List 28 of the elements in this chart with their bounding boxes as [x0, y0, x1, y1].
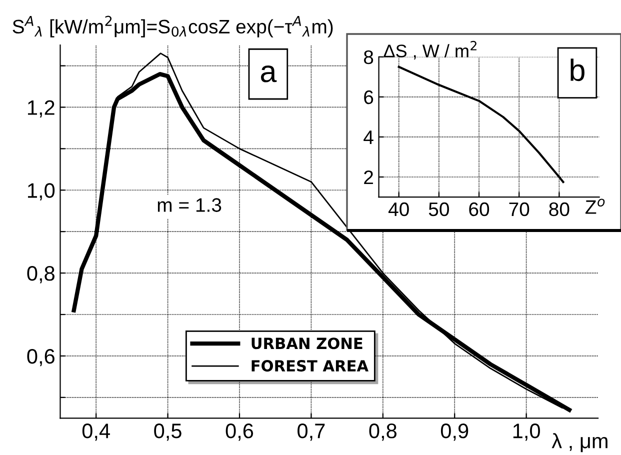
annotation: m = 1.3 [158, 198, 222, 212]
y-tick-label: 6 [364, 90, 374, 104]
x-tick-label: 0,7 [298, 424, 325, 441]
x-tick-label: 50 [428, 202, 449, 216]
text: S$^{A}$$_{λ}$ [kW/m$^{2}$μm]=S$_{0λ}$cosZ exp(−τ$^{A}$$_{λ}$m) [12, 16, 333, 38]
y-tick-label: 0,8 [27, 266, 54, 284]
x-tick-label: 60 [469, 202, 490, 216]
x-axis-title: Z$^{o}$ [585, 198, 605, 214]
y-tick-label: 0,6 [27, 348, 54, 366]
y-tick-label: 1,0 [28, 183, 55, 200]
x-axis-title: λ , μm [552, 433, 608, 452]
legend-label: URBAN ZONE [252, 338, 362, 350]
x-tick-label: 70 [509, 202, 530, 216]
y-tick-label: 8 [364, 50, 374, 64]
x-tick-label: 0,5 [154, 424, 182, 441]
annotation: a [260, 66, 277, 82]
y-axis-title: ΔS , W / m$^{2}$ [384, 40, 476, 60]
y-tick-label: 4 [364, 130, 374, 144]
y-tick-label: 2 [364, 170, 373, 184]
x-tick-label: 80 [549, 202, 570, 216]
annotation: b [570, 58, 584, 82]
x-tick-label: 0,4 [82, 424, 110, 441]
y-tick-label: 1,2 [28, 100, 54, 118]
x-tick-label: 0,9 [440, 424, 468, 441]
x-tick-label: 40 [388, 202, 409, 216]
x-tick-label: 0,6 [226, 424, 254, 441]
x-tick-label: 1,0 [513, 424, 540, 441]
legend-label: FOREST AREA [252, 360, 368, 372]
